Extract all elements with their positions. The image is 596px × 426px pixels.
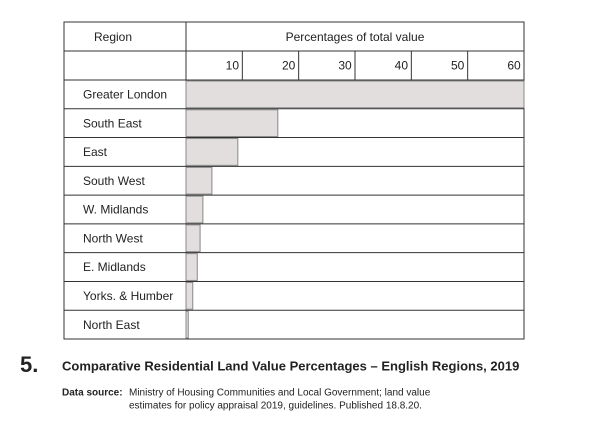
bar [185, 166, 213, 195]
bar [185, 195, 204, 224]
source-text: Ministry of Housing Communities and Loca… [129, 388, 431, 399]
y-tick-label: North West [83, 231, 143, 245]
y-tick-label: Yorks. & Humber [83, 289, 173, 303]
y-tick-label: East [83, 145, 108, 159]
y-tick-label: South East [83, 116, 142, 130]
chart-title: Comparative Residential Land Value Perce… [62, 358, 519, 373]
source-label: Data source: [62, 388, 123, 399]
x-tick-label: 10 [226, 59, 240, 73]
bar [185, 281, 194, 310]
x-tick-label: 30 [338, 59, 352, 73]
bar [185, 80, 525, 109]
table-frame [63, 21, 525, 340]
bar [185, 224, 201, 253]
y-tick-label: North East [83, 318, 140, 332]
y-tick-label: Greater London [83, 88, 167, 102]
bar [185, 310, 189, 339]
figure-number: 5. [20, 352, 38, 377]
x-tick-label: 20 [282, 59, 296, 73]
x-tick-label: 60 [507, 59, 521, 73]
x-tick-label: 50 [451, 59, 465, 73]
source-text: estimates for policy appraisal 2019, gui… [129, 401, 422, 412]
value-header: Percentages of total value [286, 30, 425, 44]
bar [185, 253, 198, 281]
bar [185, 138, 239, 166]
y-tick-label: South West [83, 174, 145, 188]
x-tick-label: 40 [395, 59, 409, 73]
category-header: Region [94, 30, 132, 44]
bar [185, 109, 279, 138]
y-tick-label: W. Midlands [83, 203, 148, 217]
y-tick-label: E. Midlands [83, 260, 146, 274]
